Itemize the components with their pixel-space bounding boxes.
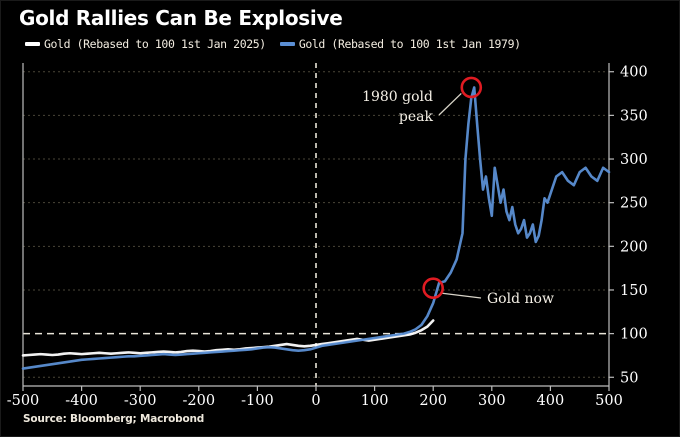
xtick-label-400: 400	[537, 393, 565, 409]
xtick-label--400: -400	[65, 393, 98, 409]
legend-item-gold-1979[interactable]: Gold (Rebased to 100 1st Jan 1979)	[279, 37, 521, 51]
ytick-label-100: 100	[620, 327, 648, 343]
leader-line-gold-now	[442, 292, 482, 299]
xtick-label--300: -300	[124, 393, 157, 409]
xtick-label-100: 100	[361, 393, 389, 409]
xtick-label--100: -100	[241, 393, 274, 409]
xtick-label-300: 300	[478, 393, 506, 409]
xtick-label--500: -500	[7, 393, 40, 409]
xtick-label--200: -200	[183, 393, 216, 409]
legend-swatch-white	[25, 42, 40, 46]
annotation-gold-now: Gold now	[487, 291, 554, 307]
ytick-label-300: 300	[620, 152, 648, 168]
ytick-label-150: 150	[620, 283, 648, 299]
xtick-label-0: 0	[311, 393, 320, 409]
ytick-label-50: 50	[620, 370, 638, 386]
chart-legend: Gold (Rebased to 100 1st Jan 2025) Gold …	[25, 37, 535, 51]
legend-item-gold-2025[interactable]: Gold (Rebased to 100 1st Jan 2025)	[25, 37, 266, 51]
leader-line-1980-peak	[438, 92, 462, 116]
marker-1980-peak	[460, 76, 483, 99]
annotation-1980-peak-line1: 1980 gold	[362, 89, 433, 105]
legend-swatch-blue	[279, 42, 295, 46]
ytick-label-250: 250	[620, 196, 648, 212]
legend-label-gold-2025: Gold (Rebased to 100 1st Jan 2025)	[44, 37, 266, 51]
series-line-gold-1979	[21, 86, 611, 370]
legend-label-gold-1979: Gold (Rebased to 100 1st Jan 1979)	[298, 37, 521, 51]
ytick-label-200: 200	[620, 239, 648, 255]
marker-gold-now	[422, 277, 445, 300]
ytick-label-400: 400	[620, 65, 648, 81]
annotation-1980-peak-line2: peak	[399, 109, 434, 125]
page-title: Gold Rallies Can Be Explosive	[19, 6, 343, 30]
source-note: Source: Bloomberg; Macrobond	[23, 413, 205, 425]
xtick-label-200: 200	[419, 393, 447, 409]
ytick-label-350: 350	[620, 108, 648, 124]
xtick-label-500: 500	[595, 393, 623, 409]
